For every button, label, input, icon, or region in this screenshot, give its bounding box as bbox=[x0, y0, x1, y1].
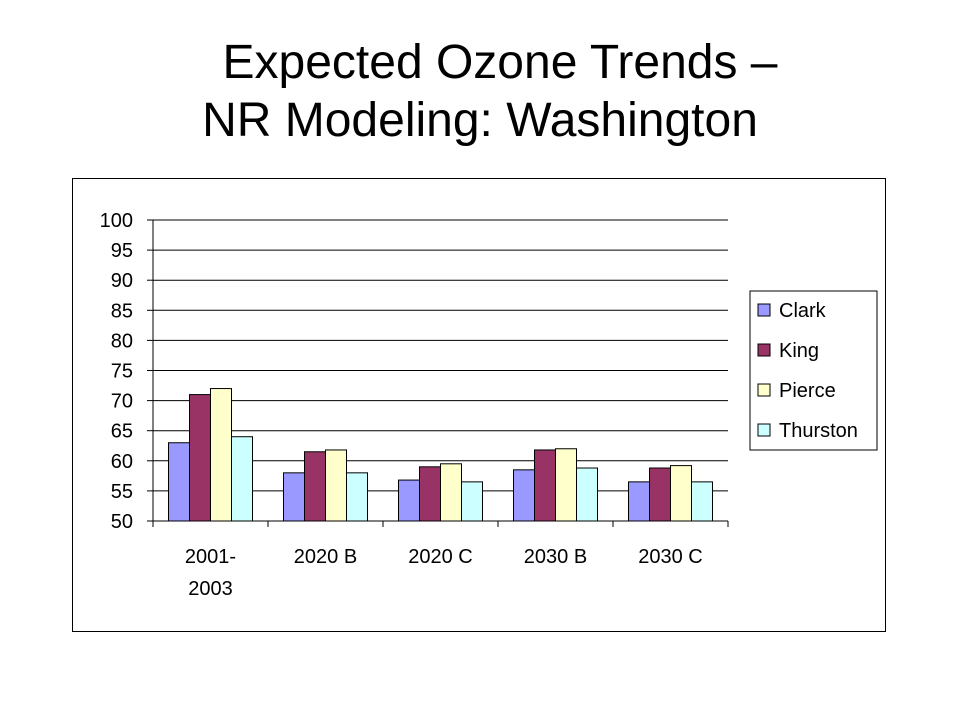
bar-thurston bbox=[461, 481, 483, 522]
legend-label-pierce: Pierce bbox=[779, 380, 836, 402]
bars bbox=[168, 388, 713, 522]
bar-king bbox=[534, 449, 556, 522]
x-tick-label: 2003 bbox=[188, 578, 233, 600]
bar-thurston bbox=[346, 472, 368, 522]
bar-thurston bbox=[691, 481, 713, 522]
y-tick-label: 60 bbox=[111, 451, 133, 473]
bar-pierce bbox=[440, 463, 462, 522]
x-tick-label: 2030 B bbox=[524, 546, 587, 568]
x-tick-label: 2001- bbox=[185, 546, 236, 568]
y-tick-label: 100 bbox=[100, 210, 133, 232]
legend: Clark King Pierce Thurston bbox=[749, 290, 878, 451]
legend-label-thurston: Thurston bbox=[779, 420, 858, 442]
y-tick-label: 65 bbox=[111, 421, 133, 443]
legend-swatch-thurston bbox=[757, 423, 771, 437]
bar-thurston bbox=[576, 467, 598, 522]
y-tick-label: 85 bbox=[111, 300, 133, 322]
bar-clark bbox=[283, 472, 305, 522]
bar-clark bbox=[168, 442, 190, 522]
bar-clark bbox=[513, 469, 535, 522]
bar-clark bbox=[628, 481, 650, 522]
bar-king bbox=[419, 466, 441, 522]
x-tick-label: 2020 C bbox=[408, 546, 473, 568]
axes: 50 55 60 65 70 75 80 85 90 95 100 2001- 2003 2020 B 20… bbox=[100, 210, 729, 600]
y-tick-label: 55 bbox=[111, 481, 133, 503]
slide-title: Expected Ozone Trends – NR Modeling: Was… bbox=[0, 34, 960, 150]
bar-clark bbox=[398, 479, 420, 522]
bar-pierce bbox=[555, 448, 577, 522]
legend-label-king: King bbox=[779, 340, 819, 362]
title-line-1: Expected Ozone Trends – bbox=[222, 36, 778, 89]
y-tick-label: 75 bbox=[111, 361, 133, 383]
bar-pierce bbox=[670, 465, 692, 522]
y-tick-label: 70 bbox=[111, 391, 133, 413]
legend-swatch-clark bbox=[757, 303, 771, 317]
bar-pierce bbox=[325, 449, 347, 522]
bar-thurston bbox=[231, 436, 253, 522]
bar-pierce bbox=[210, 388, 232, 522]
legend-box bbox=[749, 290, 878, 451]
title-line-2: NR Modeling: Washington bbox=[202, 94, 758, 147]
bar-king bbox=[304, 451, 326, 522]
y-tick-label: 50 bbox=[111, 511, 133, 533]
legend-swatch-king bbox=[757, 343, 771, 357]
legend-label-clark: Clark bbox=[779, 300, 827, 322]
y-tick-label: 80 bbox=[111, 330, 133, 352]
bar-king bbox=[189, 394, 211, 522]
bar-king bbox=[649, 467, 671, 522]
x-tick-label: 2020 B bbox=[294, 546, 357, 568]
legend-swatch-pierce bbox=[757, 383, 771, 397]
x-tick-label: 2030 C bbox=[638, 546, 703, 568]
y-tick-label: 90 bbox=[111, 270, 133, 292]
y-tick-label: 95 bbox=[111, 240, 133, 262]
